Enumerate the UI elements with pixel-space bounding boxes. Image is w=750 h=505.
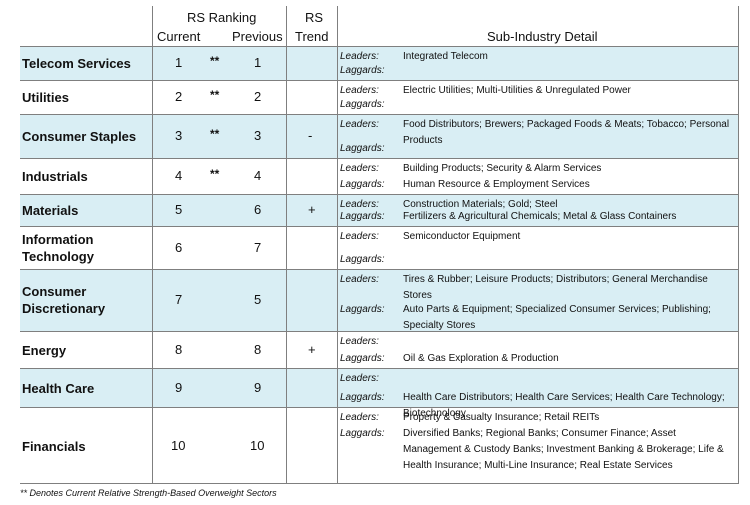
leaders-label: Leaders: bbox=[340, 163, 379, 174]
current-rank: 4 bbox=[175, 168, 183, 183]
leaders-label: Leaders: bbox=[340, 85, 379, 96]
current-rank: 8 bbox=[175, 341, 183, 357]
leaders-label: Leaders: bbox=[340, 274, 379, 285]
previous-rank: 1 bbox=[254, 55, 262, 70]
table-row: Energy 8 8 + Leaders: Laggards: Oil & Gas Expl… bbox=[20, 331, 739, 368]
table-row: Telecom Services 1 ** 1 Leaders: Laggards: Int… bbox=[20, 46, 739, 80]
detail-header: Sub-Industry Detail bbox=[487, 29, 598, 44]
leaders-detail: Semiconductor Equipment bbox=[403, 231, 521, 242]
overweight-marker: ** bbox=[210, 88, 220, 102]
sector-name: Utilities bbox=[22, 90, 69, 105]
sector-name: Consumer Discretionary bbox=[22, 284, 106, 316]
table-row: Information Technology 6 7 Leaders: Laggards… bbox=[20, 226, 739, 269]
table-row: Consumer Staples 3 ** 3 - Leaders: Laggards: Fo… bbox=[20, 114, 739, 158]
rs-trend: - bbox=[308, 128, 313, 143]
sector-name: Telecom Services bbox=[22, 56, 131, 71]
previous-rank: 10 bbox=[250, 437, 265, 453]
laggards-label: Laggards: bbox=[340, 428, 385, 439]
sector-name: Consumer Staples bbox=[22, 129, 137, 144]
laggards-detail: Health Care Distributors; Health Care Se… bbox=[403, 392, 725, 419]
previous-header: Previous bbox=[232, 29, 283, 44]
rs-header: RS bbox=[305, 10, 324, 25]
laggards-label: Laggards: bbox=[340, 179, 385, 190]
laggards-label: Laggards: bbox=[340, 143, 385, 154]
current-rank: 10 bbox=[171, 437, 186, 453]
sector-name: Industrials bbox=[22, 169, 88, 184]
leaders-detail: Tires & Rubber; Leisure Products; Distri… bbox=[403, 274, 708, 301]
laggards-detail: Oil & Gas Exploration & Production bbox=[403, 353, 559, 364]
overweight-marker: ** bbox=[210, 127, 220, 141]
leaders-detail: Food Distributors; Brewers; Packaged Foo… bbox=[403, 119, 730, 146]
leaders-detail: Building Products; Security & Alarm Serv… bbox=[403, 163, 602, 174]
overweight-marker: ** bbox=[210, 54, 220, 68]
leaders-label: Leaders: bbox=[340, 412, 379, 423]
rs-trend: + bbox=[308, 341, 316, 357]
current-rank: 6 bbox=[175, 239, 183, 255]
laggards-label: Laggards: bbox=[340, 304, 385, 315]
current-rank: 1 bbox=[175, 55, 183, 70]
table-row: Health Care 9 9 Leaders: Laggards: Health Car… bbox=[20, 368, 739, 419]
current-rank: 2 bbox=[175, 89, 183, 104]
current-rank: 3 bbox=[175, 128, 183, 143]
rs-trend: + bbox=[308, 202, 316, 217]
leaders-label: Leaders: bbox=[340, 231, 379, 242]
previous-rank: 5 bbox=[254, 292, 262, 307]
table-row: Utilities 2 ** 2 Leaders: Laggards: Electric U… bbox=[20, 80, 739, 114]
previous-rank: 6 bbox=[254, 202, 262, 217]
table-row: Industrials 4 ** 4 Leaders: Laggards: Building… bbox=[20, 158, 739, 194]
table-row: Materials 5 6 + Leaders: Laggards: Constructio… bbox=[20, 194, 739, 226]
sector-name: Materials bbox=[22, 203, 79, 218]
table-row: Consumer Discretionary 7 5 Leaders: Laggards… bbox=[20, 269, 739, 331]
leaders-detail: Electric Utilities; Multi-Utilities & Un… bbox=[403, 85, 631, 96]
current-rank: 5 bbox=[175, 202, 183, 217]
leaders-label: Leaders: bbox=[340, 119, 379, 130]
leaders-label: Leaders: bbox=[340, 199, 379, 210]
divider-sector bbox=[152, 6, 153, 484]
laggards-detail: Human Resource & Employment Services bbox=[403, 179, 590, 190]
leaders-detail: Property & Casualty Insurance; Retail RE… bbox=[403, 412, 600, 423]
previous-rank: 9 bbox=[254, 379, 262, 395]
previous-rank: 8 bbox=[254, 341, 262, 357]
laggards-detail: Auto Parts & Equipment; Specialized Cons… bbox=[403, 304, 711, 331]
divider-ranking bbox=[286, 6, 287, 484]
laggards-detail: Fertilizers & Agricultural Chemicals; Me… bbox=[403, 211, 677, 222]
previous-rank: 4 bbox=[254, 168, 262, 183]
sector-name: Health Care bbox=[22, 380, 95, 396]
divider-trend bbox=[337, 6, 338, 484]
sector-name: Information Technology bbox=[22, 231, 94, 264]
rs-ranking-header: RS Ranking bbox=[187, 10, 257, 25]
laggards-label: Laggards: bbox=[340, 211, 385, 222]
leaders-label: Leaders: bbox=[340, 51, 379, 62]
leaders-detail: Construction Materials; Gold; Steel bbox=[403, 199, 558, 210]
laggards-label: Laggards: bbox=[340, 392, 385, 403]
laggards-detail: Diversified Banks; Regional Banks; Consu… bbox=[403, 428, 724, 471]
laggards-label: Laggards: bbox=[340, 65, 385, 76]
previous-rank: 3 bbox=[254, 128, 262, 143]
overweight-marker: ** bbox=[210, 167, 220, 181]
leaders-label: Leaders: bbox=[340, 373, 379, 384]
laggards-label: Laggards: bbox=[340, 254, 385, 265]
laggards-label: Laggards: bbox=[340, 99, 385, 110]
leaders-detail: Integrated Telecom bbox=[403, 51, 488, 62]
previous-rank: 7 bbox=[254, 239, 262, 255]
current-rank: 7 bbox=[175, 292, 183, 307]
trend-header: Trend bbox=[295, 29, 329, 44]
laggards-label: Laggards: bbox=[340, 353, 385, 364]
current-header: Current bbox=[157, 29, 201, 44]
previous-rank: 2 bbox=[254, 89, 262, 104]
sector-name: Financials bbox=[22, 438, 86, 454]
table-row: Financials 10 10 Leaders: Laggards: Property … bbox=[20, 407, 739, 484]
footnote: ** Denotes Current Relative Strength-Bas… bbox=[20, 488, 277, 498]
table-header: RS Ranking Current Previous RS Trend Sub… bbox=[20, 6, 739, 46]
leaders-label: Leaders: bbox=[340, 336, 379, 347]
current-rank: 9 bbox=[175, 379, 183, 395]
divider-right bbox=[738, 6, 739, 484]
sector-name: Energy bbox=[22, 342, 67, 358]
